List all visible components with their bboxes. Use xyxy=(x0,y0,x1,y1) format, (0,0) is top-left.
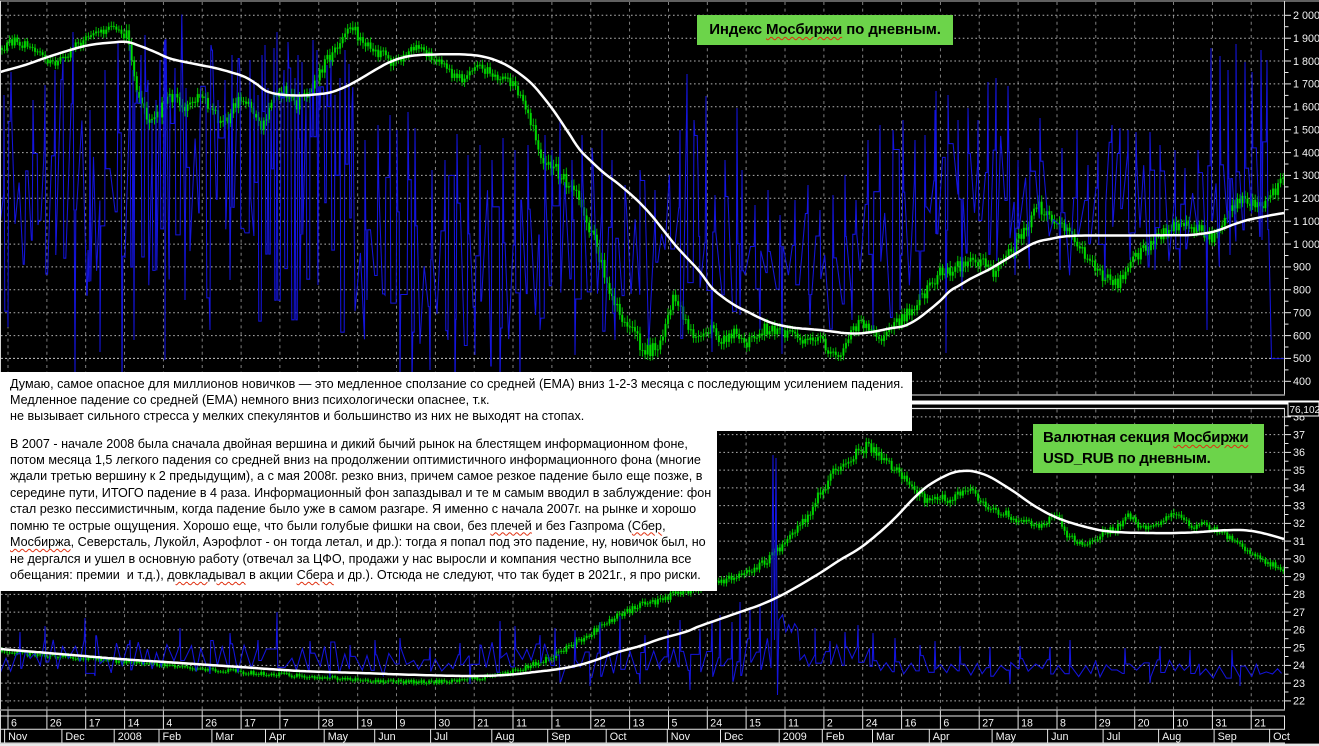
svg-text:27: 27 xyxy=(1293,607,1305,619)
svg-text:27: 27 xyxy=(982,718,994,730)
svg-text:1 400: 1 400 xyxy=(1293,147,1319,159)
svg-text:17: 17 xyxy=(89,718,101,730)
svg-text:1 700: 1 700 xyxy=(1293,79,1319,91)
svg-text:6: 6 xyxy=(943,718,949,730)
svg-text:Sep: Sep xyxy=(551,731,570,743)
svg-text:Feb: Feb xyxy=(163,731,182,743)
svg-text:21: 21 xyxy=(1254,718,1266,730)
svg-text:10: 10 xyxy=(1177,718,1189,730)
svg-text:15: 15 xyxy=(749,718,761,730)
svg-text:1 000: 1 000 xyxy=(1293,239,1319,251)
svg-text:Mar: Mar xyxy=(215,731,234,743)
svg-text:24: 24 xyxy=(710,718,722,730)
svg-text:34: 34 xyxy=(1293,483,1305,495)
svg-text:31: 31 xyxy=(1293,536,1305,548)
svg-text:36: 36 xyxy=(1293,447,1305,459)
svg-text:2008: 2008 xyxy=(118,731,142,743)
svg-text:16: 16 xyxy=(905,718,917,730)
svg-text:6: 6 xyxy=(11,718,17,730)
svg-text:9: 9 xyxy=(400,718,406,730)
svg-text:23: 23 xyxy=(1293,678,1305,690)
svg-text:600: 600 xyxy=(1293,330,1311,342)
svg-text:11: 11 xyxy=(516,718,527,730)
svg-text:29: 29 xyxy=(1293,571,1305,583)
svg-text:26: 26 xyxy=(205,718,217,730)
svg-text:Aug: Aug xyxy=(1162,731,1181,743)
svg-text:18: 18 xyxy=(1021,718,1033,730)
svg-text:26: 26 xyxy=(50,718,62,730)
svg-text:Apr: Apr xyxy=(269,731,286,743)
svg-text:Apr: Apr xyxy=(933,731,950,743)
svg-text:900: 900 xyxy=(1293,262,1311,274)
svg-text:Nov: Nov xyxy=(671,731,691,743)
svg-text:31: 31 xyxy=(1215,718,1227,730)
svg-text:1 300: 1 300 xyxy=(1293,170,1319,182)
svg-text:24: 24 xyxy=(866,718,878,730)
svg-text:1 800: 1 800 xyxy=(1293,56,1319,68)
svg-text:Jul: Jul xyxy=(1107,731,1121,743)
svg-text:25: 25 xyxy=(1293,642,1305,654)
svg-text:28: 28 xyxy=(1293,589,1305,601)
svg-text:28: 28 xyxy=(322,718,334,730)
svg-text:Jun: Jun xyxy=(378,731,395,743)
svg-text:11: 11 xyxy=(788,718,799,730)
svg-text:4: 4 xyxy=(166,718,172,730)
svg-text:22: 22 xyxy=(594,718,606,730)
svg-text:30: 30 xyxy=(438,718,450,730)
svg-text:8: 8 xyxy=(1060,718,1066,730)
svg-text:Oct: Oct xyxy=(1273,731,1290,743)
svg-text:1: 1 xyxy=(555,718,561,730)
svg-text:Jul: Jul xyxy=(434,731,448,743)
svg-text:500: 500 xyxy=(1293,353,1311,365)
svg-text:Dec: Dec xyxy=(65,731,85,743)
svg-text:21: 21 xyxy=(477,718,489,730)
svg-text:Feb: Feb xyxy=(826,731,845,743)
svg-text:19: 19 xyxy=(361,718,373,730)
svg-text:35: 35 xyxy=(1293,465,1305,477)
svg-text:1 900: 1 900 xyxy=(1293,33,1319,45)
svg-text:33: 33 xyxy=(1293,500,1305,512)
svg-text:13: 13 xyxy=(633,718,645,730)
svg-text:2009: 2009 xyxy=(783,731,807,743)
svg-text:1 600: 1 600 xyxy=(1293,102,1319,114)
svg-text:32: 32 xyxy=(1293,518,1305,530)
svg-text:Nov: Nov xyxy=(8,731,28,743)
svg-text:May: May xyxy=(996,731,1017,743)
svg-text:37: 37 xyxy=(1293,429,1305,441)
svg-text:29: 29 xyxy=(1099,718,1111,730)
svg-text:Mar: Mar xyxy=(876,731,895,743)
svg-text:700: 700 xyxy=(1293,308,1311,320)
svg-text:Jun: Jun xyxy=(1051,731,1068,743)
svg-text:1 200: 1 200 xyxy=(1293,193,1319,205)
svg-text:400: 400 xyxy=(1293,376,1311,388)
svg-text:17: 17 xyxy=(244,718,256,730)
svg-text:Dec: Dec xyxy=(724,731,744,743)
svg-text:2: 2 xyxy=(827,718,833,730)
svg-text:Sep: Sep xyxy=(1218,731,1237,743)
svg-text:800: 800 xyxy=(1293,285,1311,297)
svg-text:1 100: 1 100 xyxy=(1293,216,1319,228)
svg-text:5: 5 xyxy=(672,718,678,730)
svg-text:22: 22 xyxy=(1293,696,1305,708)
svg-text:14: 14 xyxy=(128,718,140,730)
svg-text:76,1023: 76,1023 xyxy=(1290,405,1319,416)
svg-text:24: 24 xyxy=(1293,660,1305,672)
svg-text:Oct: Oct xyxy=(610,731,627,743)
svg-text:26: 26 xyxy=(1293,625,1305,637)
svg-text:30: 30 xyxy=(1293,554,1305,566)
svg-text:Aug: Aug xyxy=(495,731,514,743)
svg-text:May: May xyxy=(328,731,349,743)
svg-text:20: 20 xyxy=(1138,718,1150,730)
svg-text:2 000: 2 000 xyxy=(1293,10,1319,22)
svg-text:1 500: 1 500 xyxy=(1293,125,1319,137)
svg-text:7: 7 xyxy=(283,718,289,730)
